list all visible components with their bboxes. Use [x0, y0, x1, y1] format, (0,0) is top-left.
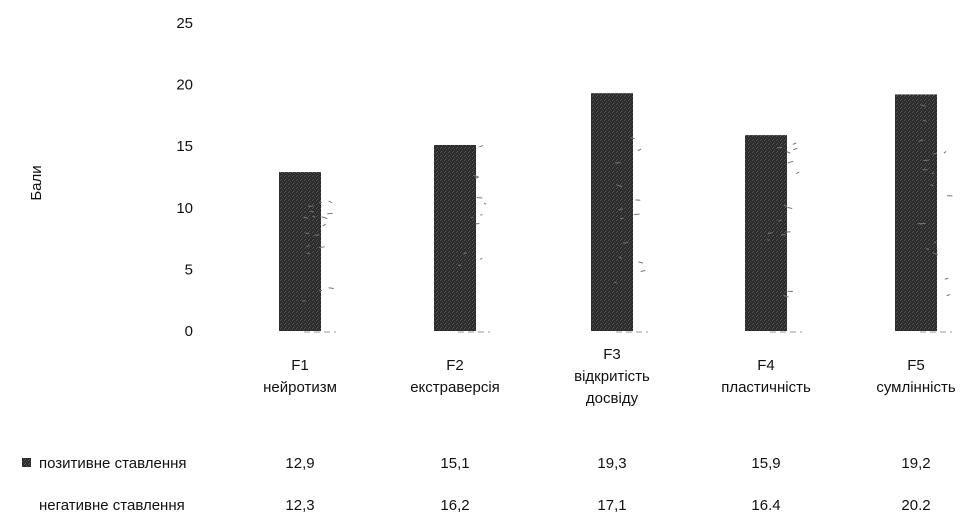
bars — [279, 93, 937, 332]
x-category-label: F5 сумлінність — [876, 357, 955, 396]
x-tick-label: F3 — [603, 346, 621, 363]
data-label: 16,2 — [440, 497, 469, 514]
bar-positive — [745, 135, 787, 331]
x-category-labels: F1 нейротизм F2 екстраверсія F3 відкритість до… — [263, 346, 956, 407]
bar-negative — [458, 145, 490, 333]
data-label: 17,1 — [597, 497, 626, 514]
x-tick-label: F4 — [757, 357, 775, 374]
x-tick-label: нейротизм — [263, 379, 337, 396]
data-label: 12,3 — [285, 497, 314, 514]
data-table: позитивне ставлення 12,9 15,1 19,3 15,9 19,2 н… — [22, 455, 931, 514]
legend-label: позитивне ставлення — [39, 455, 187, 472]
bar-negative — [302, 200, 336, 333]
bar-negative — [917, 104, 953, 333]
data-label: 20.2 — [901, 497, 930, 514]
x-tick-label: екстраверсія — [410, 379, 500, 396]
y-tick-labels: 0 5 10 15 20 25 — [176, 15, 193, 340]
bar-positive — [434, 144, 476, 331]
y-tick-label: 10 — [176, 200, 193, 217]
x-tick-label: досвіду — [586, 390, 639, 407]
legend-label: негативне ставлення — [39, 497, 185, 514]
data-label: 12,9 — [285, 455, 314, 472]
y-tick-label: 20 — [176, 77, 193, 94]
bar-positive — [591, 93, 633, 331]
x-tick-label: F2 — [446, 357, 464, 374]
x-category-label: F4 пластичність — [721, 357, 811, 396]
x-category-label: F3 відкритість досвіду — [574, 346, 650, 407]
x-category-label: F2 екстраверсія — [410, 357, 500, 396]
y-tick-label: 5 — [185, 261, 193, 278]
bar-positive — [895, 94, 937, 332]
x-tick-label: пластичність — [721, 379, 811, 396]
legend-swatch-positive — [22, 458, 31, 467]
data-label: 19,2 — [901, 455, 930, 472]
x-category-label: F1 нейротизм — [263, 357, 337, 396]
y-tick-label: 0 — [185, 323, 193, 340]
data-label: 16.4 — [751, 497, 780, 514]
bar-negative — [767, 142, 802, 333]
y-tick-label: 15 — [176, 138, 193, 155]
x-tick-label: сумлінність — [876, 379, 955, 396]
x-tick-label: F1 — [291, 357, 309, 374]
data-label: 19,3 — [597, 455, 626, 472]
data-label: 15,1 — [440, 455, 469, 472]
y-axis-label: Бали — [28, 165, 45, 200]
negative-series-marks — [302, 104, 953, 333]
bar-positive — [279, 172, 321, 331]
bar-negative — [614, 137, 648, 333]
x-tick-label: відкритість — [574, 368, 650, 385]
data-label: 15,9 — [751, 455, 780, 472]
y-tick-label: 25 — [176, 15, 193, 32]
x-tick-label: F5 — [907, 357, 925, 374]
